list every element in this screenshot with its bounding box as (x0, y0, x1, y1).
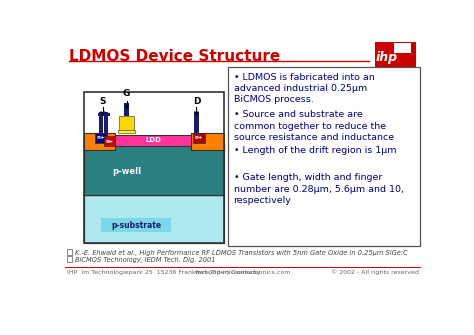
Bar (191, 133, 224, 150)
Bar (228, 67, 420, 246)
Text: p-substrate: p-substrate (111, 220, 161, 229)
Text: G: G (123, 89, 130, 98)
Bar (84, 143, 224, 195)
Bar (118, 130, 135, 133)
Text: p-well: p-well (112, 167, 141, 176)
Bar (67, 256, 73, 262)
Bar (99, 112, 103, 133)
Text: K.-E. Ehwald et al., High Performance RF LDMOS Transistors with 5nm Gate Oxide i: K.-E. Ehwald et al., High Performance RF… (75, 250, 408, 256)
Text: • Gate length, width and finger
number are 0.28μm, 5.6μm and 10,
respectively: • Gate length, width and finger number a… (234, 174, 404, 205)
Text: S: S (100, 97, 106, 106)
Text: LDMOS Device Structure: LDMOS Device Structure (69, 50, 280, 64)
Bar (375, 42, 416, 71)
Bar (192, 133, 205, 143)
Bar (115, 135, 191, 146)
Bar (119, 117, 135, 130)
Bar (84, 133, 115, 150)
Bar (101, 218, 171, 232)
Bar (194, 112, 199, 133)
Bar (84, 92, 224, 243)
Text: BiCMOS Technology, IEDM Tech. Dig. 2001: BiCMOS Technology, IEDM Tech. Dig. 2001 (75, 257, 215, 263)
Text: © 2002 - All rights reserved: © 2002 - All rights reserved (331, 270, 419, 275)
Text: • LDMOS is fabricated into an
advanced industrial 0.25μm
BiCMOS process.: • LDMOS is fabricated into an advanced i… (234, 73, 374, 105)
Bar (104, 136, 115, 146)
Text: • Source and substrate are
common together to reduce the
source resistance and i: • Source and substrate are common togeth… (234, 110, 394, 142)
Text: IHP  Im Technologiepark 25  15236 Frankfurt (Oder) Germany: IHP Im Technologiepark 25 15236 Frankfur… (67, 270, 260, 275)
Text: n+: n+ (194, 135, 203, 140)
Bar (84, 195, 224, 243)
Text: • Length of the drift region is 1μm: • Length of the drift region is 1μm (234, 146, 396, 155)
Text: n+: n+ (97, 135, 105, 140)
Bar (394, 43, 411, 53)
Text: n+: n+ (106, 139, 114, 144)
Text: www.ihp-microelectronics.com: www.ihp-microelectronics.com (195, 270, 291, 275)
Bar (98, 113, 109, 117)
Text: LDD: LDD (145, 137, 161, 143)
Text: ihp: ihp (375, 51, 397, 64)
Bar (67, 249, 73, 255)
Bar (104, 112, 108, 133)
Text: D: D (192, 97, 200, 106)
Bar (124, 103, 129, 117)
Bar (95, 133, 107, 143)
